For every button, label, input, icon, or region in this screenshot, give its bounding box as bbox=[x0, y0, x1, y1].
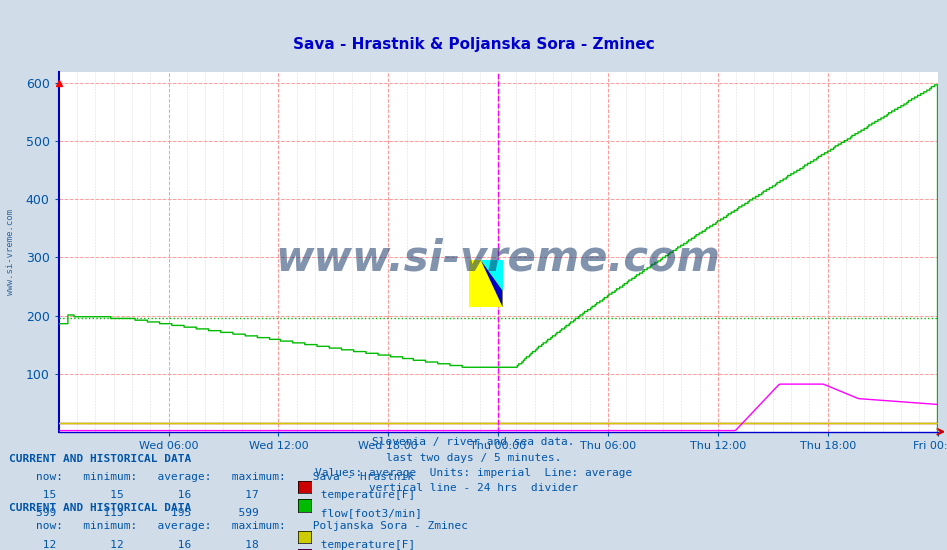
Text: flow[foot3/min]: flow[foot3/min] bbox=[314, 508, 422, 518]
Text: now:   minimum:   average:   maximum:    Sava - Hrastnik: now: minimum: average: maximum: Sava - H… bbox=[9, 472, 415, 482]
Text: 599       113       195       599: 599 113 195 599 bbox=[9, 508, 259, 518]
Polygon shape bbox=[481, 260, 503, 290]
Text: Values: average  Units: imperial  Line: average: Values: average Units: imperial Line: av… bbox=[314, 468, 633, 478]
Text: CURRENT AND HISTORICAL DATA: CURRENT AND HISTORICAL DATA bbox=[9, 454, 191, 464]
Text: temperature[F]: temperature[F] bbox=[314, 490, 416, 500]
Text: vertical line - 24 hrs  divider: vertical line - 24 hrs divider bbox=[369, 483, 578, 493]
Bar bbox=[469, 260, 503, 307]
Text: www.si-vreme.com: www.si-vreme.com bbox=[276, 238, 721, 280]
Text: CURRENT AND HISTORICAL DATA: CURRENT AND HISTORICAL DATA bbox=[9, 503, 191, 513]
Text: 15        15        16        17: 15 15 16 17 bbox=[9, 490, 259, 500]
Text: 12        12        16        18: 12 12 16 18 bbox=[9, 540, 259, 549]
Text: temperature[F]: temperature[F] bbox=[314, 540, 416, 549]
Text: last two days / 5 minutes.: last two days / 5 minutes. bbox=[385, 453, 562, 463]
Text: Slovenia / river and sea data.: Slovenia / river and sea data. bbox=[372, 437, 575, 447]
Text: www.si-vreme.com: www.si-vreme.com bbox=[6, 208, 15, 295]
Polygon shape bbox=[481, 260, 503, 307]
Text: now:   minimum:   average:   maximum:    Poljanska Sora - Zminec: now: minimum: average: maximum: Poljansk… bbox=[9, 521, 469, 531]
Text: Sava - Hrastnik & Poljanska Sora - Zminec: Sava - Hrastnik & Poljanska Sora - Zmine… bbox=[293, 36, 654, 52]
